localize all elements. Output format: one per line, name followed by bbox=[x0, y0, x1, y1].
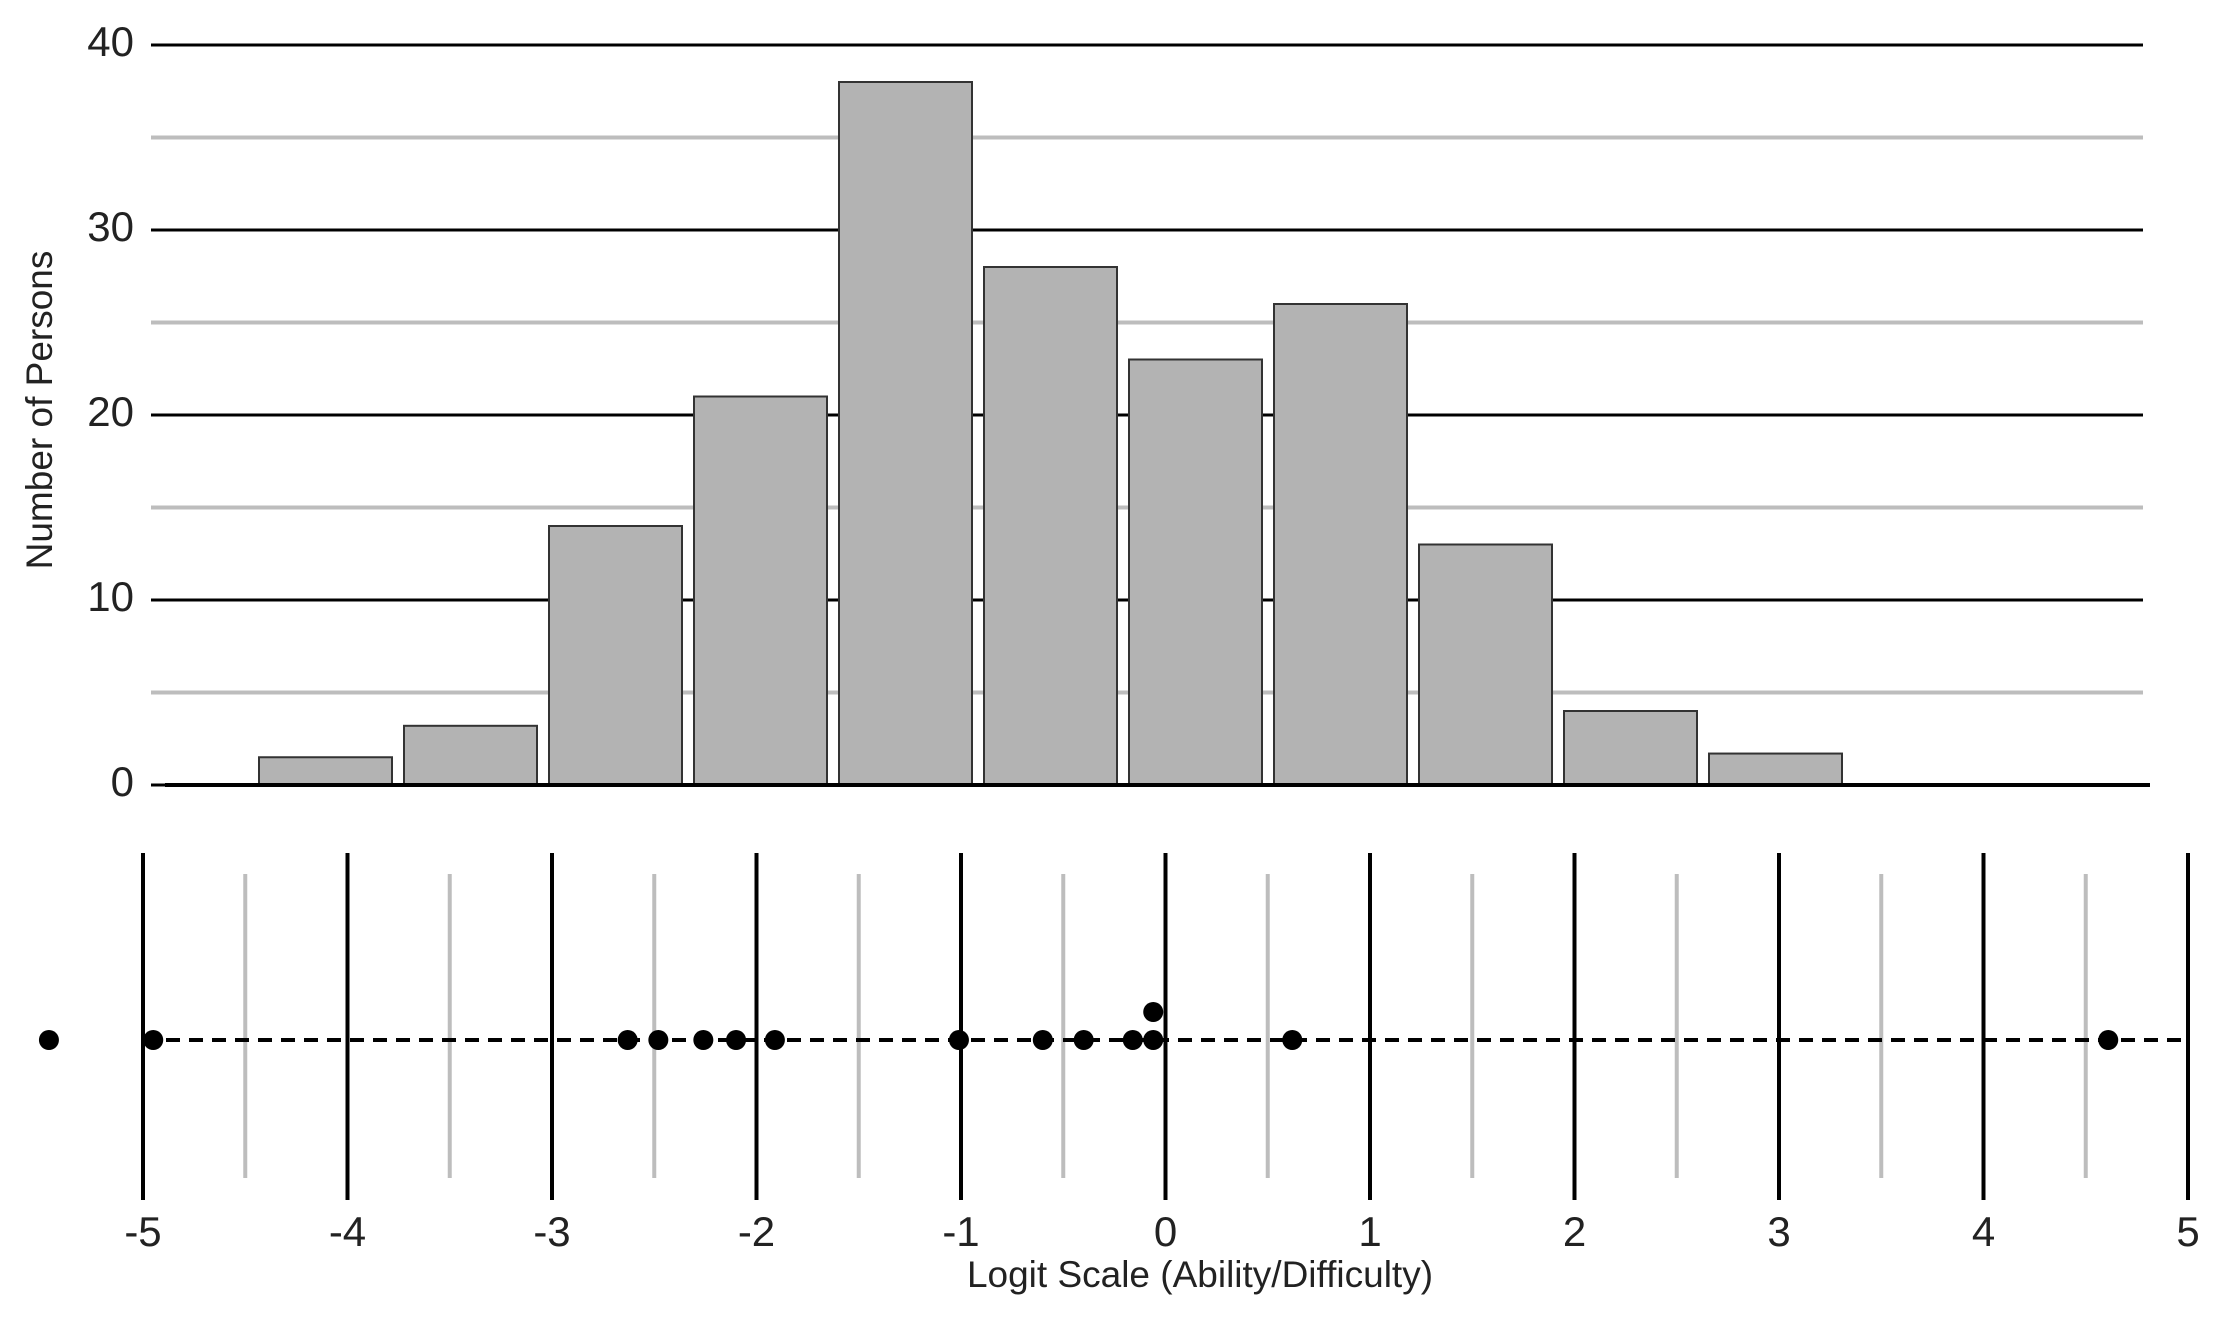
x-tick-label: -2 bbox=[738, 1208, 775, 1255]
bar bbox=[1418, 543, 1553, 786]
item-point bbox=[617, 1030, 638, 1050]
item-point bbox=[1032, 1030, 1053, 1050]
item-point bbox=[1143, 1030, 1164, 1050]
bar bbox=[403, 724, 538, 786]
item-point bbox=[948, 1030, 969, 1050]
bar bbox=[258, 756, 393, 786]
x-tick-label: -3 bbox=[533, 1208, 570, 1255]
x-tick-label: 0 bbox=[1154, 1208, 1177, 1255]
item-point bbox=[693, 1030, 714, 1050]
item-point bbox=[1143, 1002, 1164, 1022]
item-point bbox=[1282, 1030, 1303, 1050]
item-point bbox=[2098, 1030, 2119, 1050]
x-tick-label: 3 bbox=[1767, 1208, 1790, 1255]
item-point bbox=[764, 1030, 785, 1050]
bar bbox=[838, 81, 973, 786]
bar bbox=[548, 525, 683, 786]
item-point bbox=[726, 1030, 747, 1050]
bar bbox=[983, 266, 1118, 786]
x-tick-label: 4 bbox=[1972, 1208, 1995, 1255]
bar bbox=[1708, 752, 1843, 786]
item-point bbox=[38, 1030, 59, 1050]
y-tick-label: 0 bbox=[111, 758, 134, 805]
x-tick-label: -5 bbox=[124, 1208, 161, 1255]
y-tick-label: 10 bbox=[87, 573, 134, 620]
x-tick-label: 2 bbox=[1563, 1208, 1586, 1255]
bar bbox=[693, 395, 828, 786]
x-tick-label: 5 bbox=[2176, 1208, 2199, 1255]
bar bbox=[1273, 303, 1408, 786]
x-axis-label: Logit Scale (Ability/Difficulty) bbox=[967, 1254, 1433, 1295]
item-point bbox=[648, 1030, 669, 1050]
item-point bbox=[1122, 1030, 1143, 1050]
y-tick-label: 30 bbox=[87, 203, 134, 250]
x-tick-label: 1 bbox=[1358, 1208, 1381, 1255]
y-tick-label: 20 bbox=[87, 388, 134, 435]
y-axis-label: Number of Persons bbox=[19, 251, 60, 570]
y-tick-label: 40 bbox=[87, 18, 134, 65]
x-tick-label: -1 bbox=[942, 1208, 979, 1255]
item-point bbox=[1073, 1030, 1094, 1050]
item-point bbox=[143, 1030, 164, 1050]
bar bbox=[1563, 710, 1698, 786]
bar bbox=[1128, 358, 1263, 786]
x-tick-label: -4 bbox=[329, 1208, 366, 1255]
